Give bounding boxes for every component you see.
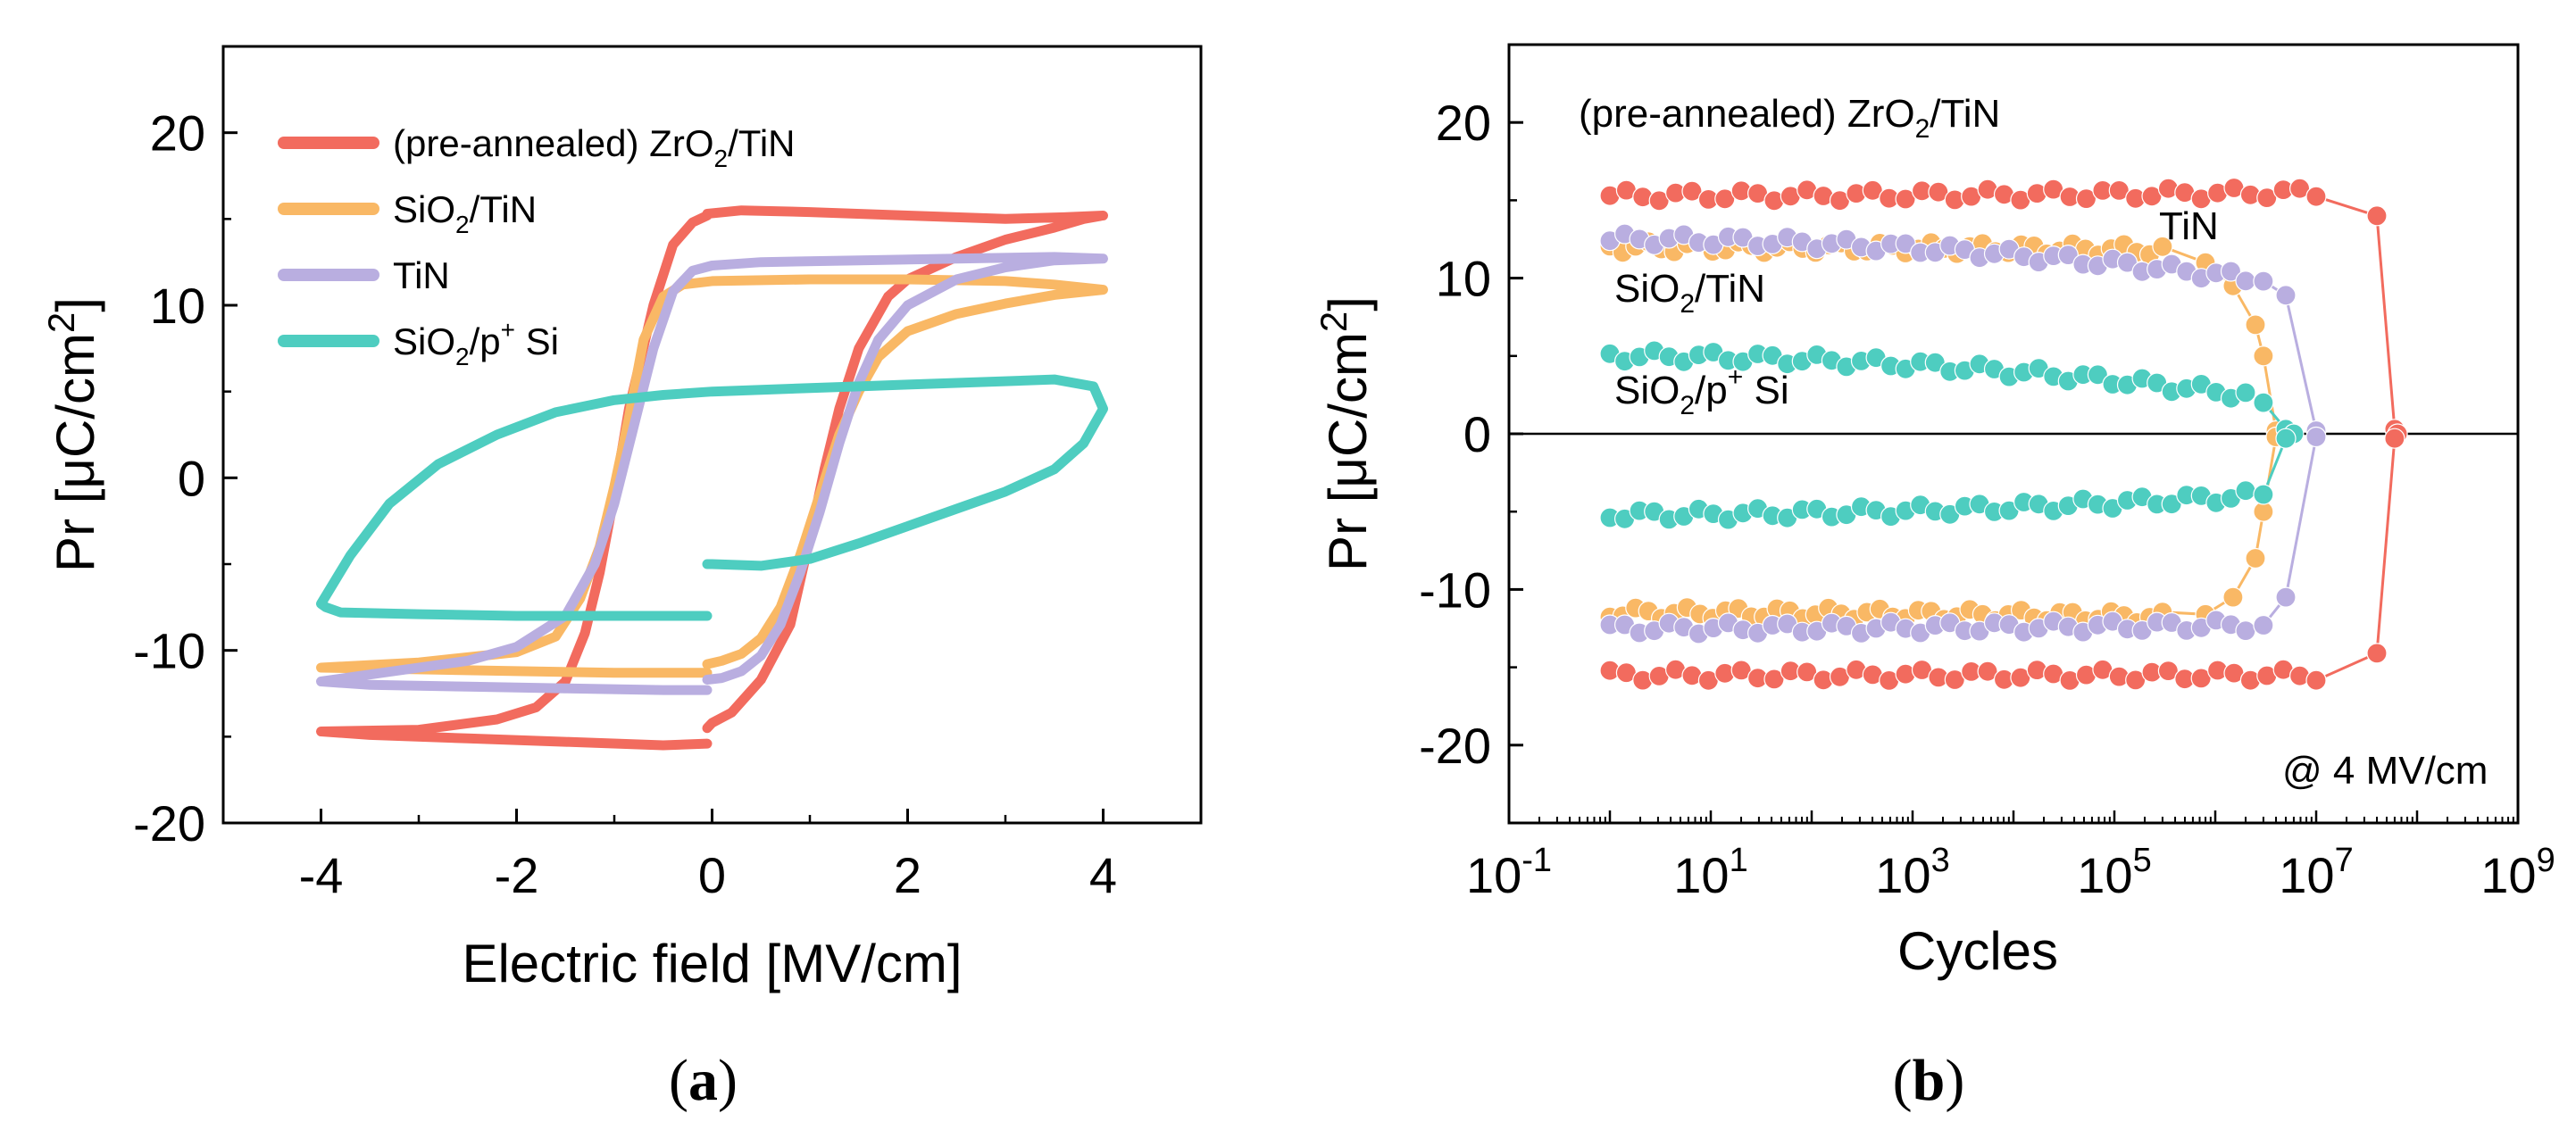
panel-b-label-tin: TiN [2159,204,2219,248]
panel-b-x-tick-label: 107 [2279,842,2353,903]
panel-b-x-tick-label: 101 [1673,842,1747,903]
panel-b-data-point [2152,236,2173,257]
panel-b-data-point [2245,314,2266,336]
panel-b-x-tick-label: 109 [2480,842,2555,903]
panel-a-y-tick-label: -10 [133,623,205,679]
panel-b-y-tick-label: 20 [1436,95,1491,151]
panel-b-data-point [1681,180,1703,202]
panel-b-data-point [2235,270,2256,292]
panel-a-legend-label-2: TiN [393,254,450,296]
panel-a-y-tick-label: 10 [150,278,205,334]
panel-b-series-line-1-lower [1609,436,2278,625]
panel-a-legend-label-3: SiO2/p+ Si [393,316,559,370]
panel-b-x-tick-label: 103 [1875,842,1949,903]
panel-b-series-line-0-upper [1609,186,2399,435]
panel-a-x-tick-label: 0 [698,847,726,903]
panel-b-data-point [2256,187,2278,209]
panel-b-ticks: 10-1 101 103 105 107 109 -20 -10 0 10 20 [1419,43,2555,903]
panel-b: 10-1 101 103 105 107 109 -20 -10 0 10 20 (pre-anne… [1313,43,2555,1113]
panel-b-data-point [1763,669,1785,690]
panel-b-data-point [2275,285,2297,306]
panel-a-x-tick-label: 4 [1089,847,1117,903]
panel-b-data-point [2253,484,2274,505]
panel-a-caption: (a) [669,1048,738,1113]
panel-b-y-axis-label: Pr [μC/cm2] [1313,296,1378,571]
panel-b-data-point [2253,392,2274,413]
panel-b-y-tick-label: 10 [1436,251,1491,307]
panel-b-caption: (b) [1893,1048,1965,1113]
panel-a-legend-label-1: SiO2/TiN [393,188,537,238]
panel-b-data-point [1977,661,1998,682]
panel-b-y-tick-label: -20 [1419,718,1491,774]
panel-b-x-tick-label: 105 [2077,842,2151,903]
panel-b-x-tick-label: 10-1 [1466,842,1552,903]
panel-b-data-point [2305,426,2327,448]
panel-a-y-tick-label: 20 [150,105,205,162]
panel-b-data-point [2245,547,2266,569]
panel-a-y-axis-label: Pr [μC/cm2] [40,297,105,572]
panel-b-label-sio2-tin: SiO2/TiN [1614,267,1765,319]
panel-b-data-point [2366,205,2388,227]
panel-a-legend: (pre-annealed) ZrO2/TiN SiO2/TiN TiN SiO2/p… [278,122,796,370]
panel-b-data-point [2289,178,2311,199]
panel-b-data-point [2087,364,2108,386]
panel-b-data-point [2253,345,2274,367]
panel-b-data-point [2305,669,2327,691]
panel-b-data-point [2253,270,2274,292]
panel-b-data-point [2057,245,2079,266]
panel-b-data-point [2384,428,2405,449]
panel-b-y-tick-label: 0 [1463,406,1491,462]
panel-a-y-tick-label: 0 [178,450,205,506]
panel-a-y-tick-label: -20 [133,795,205,852]
panel-b-label-sio2-psi: SiO2/p+ Si [1614,362,1789,420]
panel-b-data-point [2235,382,2256,403]
panel-b-data-point [2305,186,2327,207]
panel-b-series [1599,177,2408,692]
panel-b-series-line-0-lower [1609,438,2397,683]
panel-b-y-tick-label: -10 [1419,561,1491,618]
panel-b-data-point [2275,428,2297,449]
panel-b-data-point [1944,669,1965,691]
panel-a-x-tick-label: 2 [894,847,921,903]
panel-b-x-axis-label: Cycles [1897,921,2058,981]
panel-b-data-point [2222,586,2244,608]
panel-a-series-line-2 [316,252,1108,695]
panel-b-data-point [2253,614,2274,636]
panel-b-data-point [2275,586,2297,608]
panel-b-data-point [1895,188,1916,210]
panel-b-label-zro2-tin: (pre-annealed) ZrO2/TiN [1579,92,2000,144]
panel-b-data-point [2235,619,2256,642]
panel-a-series [316,205,1108,751]
panel-a-legend-label-0: (pre-annealed) ZrO2/TiN [393,122,796,172]
panel-a-series-line-0 [316,205,1108,751]
panel-b-field-note: @ 4 MV/cm [2282,749,2488,793]
panel-b-data-point [2157,660,2179,682]
panel-a-series-line-3 [316,374,1108,621]
panel-b-data-point [2235,480,2256,502]
panel-b-data-point [2075,188,2097,210]
panel-b-data-point [1714,188,1736,210]
panel-b-data-point [2220,261,2242,282]
panel-a-x-tick-label: -2 [495,847,539,903]
panel-b-data-point [2116,252,2138,273]
panel-a-x-axis-label: Electric field [MV/cm] [462,934,962,993]
panel-a-x-tick-label: -4 [299,847,344,903]
panel-b-data-point [2366,643,2388,664]
